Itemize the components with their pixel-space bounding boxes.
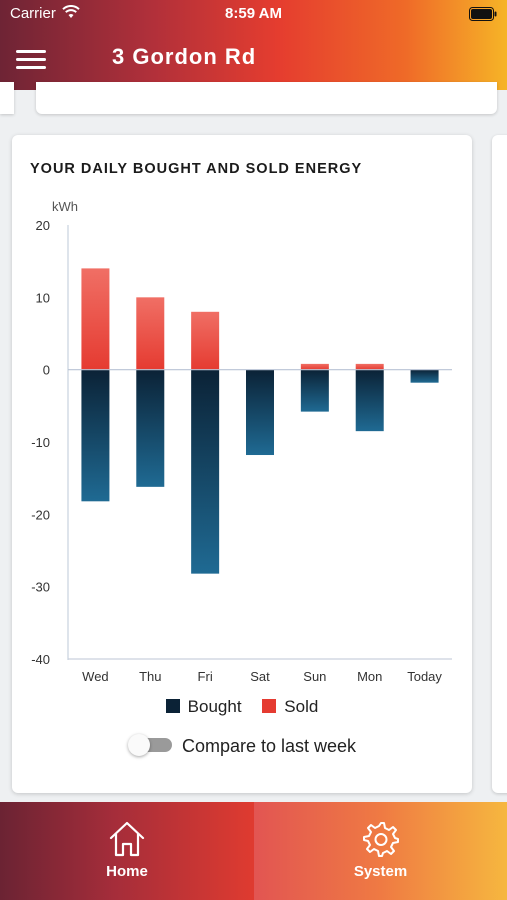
y-tick-label: -10 bbox=[31, 435, 50, 450]
x-tick-label: Wed bbox=[82, 669, 109, 684]
x-tick-label: Sun bbox=[303, 669, 326, 684]
bar-bought-thu[interactable] bbox=[136, 369, 165, 487]
y-tick-label: -30 bbox=[31, 580, 50, 595]
legend-swatch-sold bbox=[262, 699, 277, 713]
compare-label: Compare to last week bbox=[181, 736, 357, 756]
home-icon bbox=[0, 820, 254, 863]
status-time: 8:59 AM bbox=[225, 5, 282, 22]
bar-sold-thu[interactable] bbox=[136, 297, 165, 370]
compare-row: Compare to last week bbox=[12, 734, 472, 757]
nav-home-label: Home bbox=[106, 863, 148, 880]
nav-home-button[interactable]: Home bbox=[0, 802, 254, 900]
app-header: Carrier 8:59 AM 3 Gordon Rd bbox=[0, 0, 507, 90]
previous-card-edge bbox=[0, 82, 14, 114]
y-tick-label: -40 bbox=[31, 652, 50, 667]
bar-bought-today[interactable] bbox=[410, 369, 439, 383]
x-tick-label: Today bbox=[407, 669, 442, 684]
y-tick-label: 0 bbox=[43, 363, 50, 378]
battery-icon bbox=[469, 7, 497, 25]
carrier-label: Carrier bbox=[10, 5, 56, 22]
legend-item-sold: Sold bbox=[262, 697, 318, 717]
y-tick-label: 10 bbox=[36, 290, 50, 305]
legend-label-sold: Sold bbox=[284, 697, 319, 716]
bar-sold-mon[interactable] bbox=[355, 363, 384, 370]
wifi-icon bbox=[62, 5, 80, 23]
bar-bought-sun[interactable] bbox=[300, 369, 329, 412]
bar-sold-wed[interactable] bbox=[81, 268, 110, 370]
card-title: YOUR DAILY BOUGHT AND SOLD ENERGY bbox=[30, 161, 363, 177]
chart-legend: Bought Sold bbox=[12, 697, 472, 717]
bar-bought-mon[interactable] bbox=[355, 369, 384, 432]
bottom-navigation: Home System bbox=[0, 802, 507, 900]
gear-icon bbox=[254, 820, 507, 863]
legend-swatch-bought bbox=[165, 699, 180, 713]
bar-bought-sat[interactable] bbox=[246, 369, 274, 456]
energy-bar-chart: kWh 20 10 0 -10 -20 -30 -40 Wed Thu Fri Sat Sun Mon… bbox=[31, 199, 452, 684]
legend-label-bought: Bought bbox=[187, 697, 242, 716]
nav-system-button[interactable]: System bbox=[254, 802, 507, 900]
toggle-knob bbox=[127, 734, 150, 756]
compare-toggle[interactable] bbox=[127, 734, 174, 756]
previous-card bbox=[36, 82, 497, 114]
hamburger-menu-icon[interactable] bbox=[16, 50, 46, 70]
bar-bought-fri[interactable] bbox=[191, 369, 220, 574]
legend-item-bought: Bought bbox=[165, 697, 242, 717]
next-card-edge[interactable] bbox=[492, 135, 507, 793]
bar-bought-wed[interactable] bbox=[81, 369, 110, 502]
energy-chart-card: YOUR DAILY BOUGHT AND SOLD ENERGY kWh 20… bbox=[12, 135, 472, 793]
bar-sold-sun[interactable] bbox=[300, 363, 329, 370]
x-tick-label: Mon bbox=[357, 669, 382, 684]
x-tick-label: Thu bbox=[139, 669, 161, 684]
y-tick-label: 20 bbox=[36, 218, 50, 233]
x-tick-label: Sat bbox=[250, 669, 270, 684]
bar-sold-fri[interactable] bbox=[191, 311, 220, 370]
status-bar: Carrier 8:59 AM bbox=[0, 0, 507, 28]
y-tick-label: -20 bbox=[31, 507, 50, 522]
nav-system-label: System bbox=[353, 863, 408, 880]
y-axis-unit-label: kWh bbox=[52, 199, 78, 214]
page-title: 3 Gordon Rd bbox=[112, 44, 257, 69]
x-tick-label: Fri bbox=[198, 669, 213, 684]
